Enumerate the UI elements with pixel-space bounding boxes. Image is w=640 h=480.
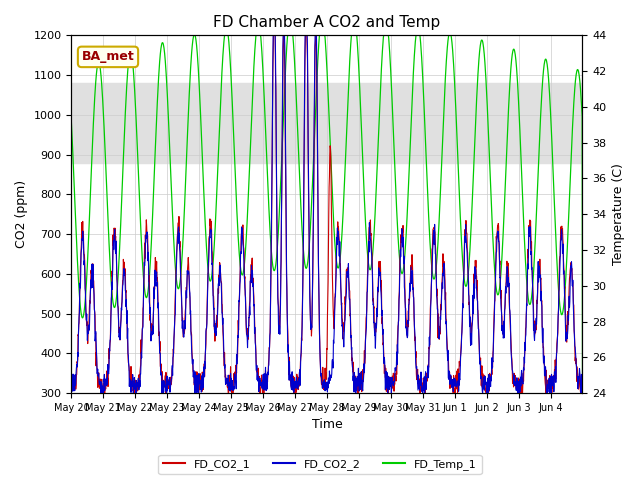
X-axis label: Time: Time [312, 419, 342, 432]
Y-axis label: Temperature (C): Temperature (C) [612, 163, 625, 265]
Legend: FD_CO2_1, FD_CO2_2, FD_Temp_1: FD_CO2_1, FD_CO2_2, FD_Temp_1 [159, 455, 481, 474]
Text: BA_met: BA_met [82, 50, 134, 63]
Bar [72, 83, 582, 163]
Title: FD Chamber A CO2 and Temp: FD Chamber A CO2 and Temp [213, 15, 440, 30]
Y-axis label: CO2 (ppm): CO2 (ppm) [15, 180, 28, 248]
